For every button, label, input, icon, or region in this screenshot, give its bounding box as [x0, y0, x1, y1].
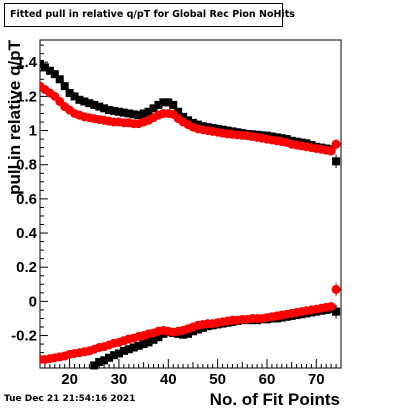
data-point [119, 346, 128, 355]
plot-area [39, 39, 342, 369]
data-point [129, 110, 138, 119]
x-tick-label: 50 [209, 371, 226, 388]
x-tick-label: 30 [111, 371, 128, 388]
x-tick-label: 70 [308, 371, 325, 388]
plot-frame [39, 39, 342, 369]
data-point [139, 109, 148, 118]
data-point [114, 349, 123, 358]
y-tick-label: 0.8 [16, 157, 37, 174]
data-point [70, 92, 79, 101]
data-point [124, 109, 133, 118]
data-point [75, 95, 84, 104]
data-point [65, 88, 74, 97]
data-point [114, 107, 123, 116]
y-axis-title: pull in relative q/pT [5, 39, 24, 195]
data-point [174, 107, 183, 116]
series-3 [40, 282, 341, 364]
data-point [90, 100, 99, 109]
data-point [119, 108, 128, 117]
y-tick-label: 0.2 [16, 259, 37, 276]
data-point [144, 338, 153, 347]
x-tick-label: 20 [61, 371, 78, 388]
data-point [332, 157, 341, 166]
x-axis-title: No. of Fit Points [210, 390, 340, 409]
y-axis: -0.2 0 0.2 0.4 0.6 0.8 1 1.2 1.4 [11, 44, 48, 362]
data-point [80, 97, 89, 106]
data-point [110, 351, 119, 360]
data-point [184, 329, 193, 338]
data-point [105, 106, 114, 115]
data-point [124, 345, 133, 354]
data-point [100, 104, 109, 113]
data-point [55, 75, 64, 84]
data-point [159, 98, 168, 107]
timestamp: Tue Dec 21 21:54:16 2021 [4, 394, 136, 404]
y-tick-label: -0.2 [11, 328, 37, 345]
data-point [45, 66, 54, 75]
data-point [90, 361, 99, 370]
data-point [149, 335, 158, 344]
data-point [100, 356, 109, 365]
data-point [110, 106, 119, 115]
data-point [331, 284, 341, 294]
data-point [144, 107, 153, 116]
data-point [326, 146, 336, 156]
x-tick-label: 60 [259, 371, 276, 388]
data-point [154, 333, 163, 342]
chart-title: Fitted pull in relative q/pT for Global … [4, 3, 295, 27]
series-layer [40, 59, 341, 370]
data-point [95, 102, 104, 111]
series-1 [40, 81, 341, 156]
data-point [40, 63, 49, 72]
data-point [134, 111, 143, 120]
data-point [134, 341, 143, 350]
data-point [85, 99, 94, 108]
data-point [139, 340, 148, 349]
y-tick-label: 0.4 [16, 225, 38, 242]
y-tick-label: 1.4 [16, 54, 38, 71]
data-point [50, 70, 59, 79]
data-point [326, 302, 336, 311]
data-point [169, 100, 178, 109]
data-point [105, 353, 114, 362]
data-point [154, 100, 163, 109]
data-point [179, 112, 188, 121]
data-point [129, 343, 138, 352]
y-tick-label: 0 [29, 293, 37, 310]
x-tick-label: 40 [160, 371, 177, 388]
data-point [331, 139, 341, 149]
y-tick-label: 0.6 [16, 191, 37, 208]
data-point [95, 358, 104, 367]
y-tick-label: 1 [29, 123, 37, 140]
y-tick-label: 1.2 [16, 88, 37, 105]
data-point [149, 104, 158, 113]
data-point [60, 82, 69, 91]
data-point [332, 307, 341, 316]
data-point [164, 98, 173, 107]
x-axis: 20 30 40 50 60 70 [44, 359, 342, 388]
